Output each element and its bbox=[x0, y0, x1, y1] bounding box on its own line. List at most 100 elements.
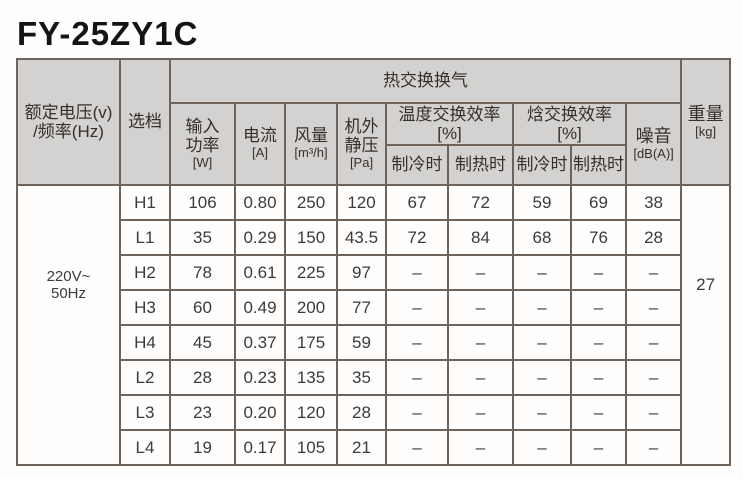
cell-enth-cool: 59 bbox=[512, 184, 572, 221]
table-row: H3 60 0.49 200 77 – – – – – bbox=[17, 289, 730, 326]
cell-enth-cool: – bbox=[512, 254, 572, 291]
cell-power: 28 bbox=[169, 359, 236, 396]
cell-temp-heat: – bbox=[447, 429, 514, 466]
cell-current: 0.49 bbox=[234, 289, 286, 326]
cell-gear: H1 bbox=[119, 184, 171, 221]
cell-noise: – bbox=[624, 254, 683, 291]
cell-pressure: 28 bbox=[336, 394, 387, 431]
cell-airflow: 120 bbox=[284, 394, 338, 431]
cell-airflow: 250 bbox=[284, 184, 338, 221]
cell-current: 0.17 bbox=[234, 429, 286, 466]
header-group-heat-exchange: 热交换换气 bbox=[168, 58, 683, 104]
cell-gear: L1 bbox=[119, 219, 171, 256]
header-current: 电流 [A] bbox=[234, 102, 286, 186]
cell-enth-heat: – bbox=[570, 324, 627, 361]
cell-pressure: 59 bbox=[336, 324, 387, 361]
cell-airflow: 175 bbox=[284, 324, 338, 361]
cell-power: 60 bbox=[169, 289, 236, 326]
cell-enth-heat: – bbox=[570, 289, 627, 326]
cell-gear: H2 bbox=[119, 254, 171, 291]
header-input-power-line1: 输入 bbox=[185, 116, 220, 136]
cell-temp-cool: – bbox=[385, 429, 449, 466]
header-current-unit: [A] bbox=[252, 145, 268, 161]
table-row: L1 35 0.29 150 43.5 72 84 68 76 28 bbox=[17, 219, 730, 256]
cell-enth-cool: – bbox=[512, 394, 572, 431]
cell-gear: L2 bbox=[119, 359, 171, 396]
table-row: H2 78 0.61 225 97 – – – – – bbox=[17, 254, 730, 291]
cell-pressure: 21 bbox=[336, 429, 387, 466]
cell-airflow: 105 bbox=[284, 429, 338, 466]
cell-enth-cool: – bbox=[512, 289, 572, 326]
cell-power: 45 bbox=[169, 324, 236, 361]
cell-enth-cool: 68 bbox=[512, 219, 572, 256]
cell-noise: – bbox=[624, 359, 683, 396]
header-temp-heating: 制热时 bbox=[447, 144, 514, 186]
cell-weight-value: 27 bbox=[680, 184, 732, 466]
header-voltage-line1: 额定电压(v) bbox=[24, 102, 113, 122]
header-voltage-line2: /频率(Hz) bbox=[33, 122, 104, 141]
cell-noise: – bbox=[624, 394, 683, 431]
cell-power: 23 bbox=[169, 394, 236, 431]
cell-temp-cool: 67 bbox=[385, 184, 449, 221]
cell-enth-cool: – bbox=[512, 429, 572, 466]
cell-temp-cool: – bbox=[385, 359, 449, 396]
header-static-pressure-unit: [Pa] bbox=[349, 154, 374, 170]
cell-enth-cool: – bbox=[512, 359, 572, 396]
cell-gear: H3 bbox=[119, 289, 171, 326]
header-voltage-frequency: 额定电压(v) /频率(Hz) bbox=[16, 58, 121, 186]
cell-noise: – bbox=[624, 429, 683, 466]
cell-noise: 28 bbox=[624, 219, 683, 256]
cell-temp-cool: 72 bbox=[385, 219, 449, 256]
cell-enth-heat: – bbox=[570, 394, 627, 431]
header-noise: 噪音 [dB(A)] bbox=[624, 102, 683, 186]
cell-pressure: 97 bbox=[336, 254, 387, 291]
cell-airflow: 200 bbox=[284, 289, 338, 326]
cell-temp-heat: – bbox=[447, 359, 514, 396]
header-input-power-unit: [W] bbox=[192, 154, 213, 170]
cell-power: 19 bbox=[169, 429, 236, 466]
cell-airflow: 150 bbox=[284, 219, 338, 256]
cell-temp-cool: – bbox=[385, 394, 449, 431]
cell-temp-heat: – bbox=[447, 324, 514, 361]
header-weight: 重量 [kg] bbox=[680, 58, 732, 186]
cell-noise: 38 bbox=[624, 184, 683, 221]
cell-temp-heat: – bbox=[447, 394, 514, 431]
header-weight-name: 重量 bbox=[687, 103, 724, 124]
cell-airflow: 225 bbox=[284, 254, 338, 291]
cell-current: 0.61 bbox=[234, 254, 286, 291]
cell-power: 106 bbox=[169, 184, 236, 221]
table-row: L2 28 0.23 135 35 – – – – – bbox=[17, 359, 730, 396]
page-title: FY-25ZY1C bbox=[17, 15, 199, 52]
cell-pressure: 35 bbox=[336, 359, 387, 396]
voltage-value-line1: 220V~ bbox=[46, 268, 91, 285]
header-row-columns: 输入 功率 [W] 电流 [A] 风量 [m³/h] 机外 静压 [Pa] 温度… bbox=[17, 102, 730, 186]
header-current-name: 电流 bbox=[243, 126, 277, 146]
table-row: L3 23 0.20 120 28 – – – – – bbox=[17, 394, 730, 431]
voltage-value-line2: 50Hz bbox=[50, 285, 87, 302]
cell-gear: L4 bbox=[119, 429, 171, 466]
cell-temp-cool: – bbox=[385, 289, 449, 326]
cell-enth-cool: – bbox=[512, 324, 572, 361]
cell-current: 0.20 bbox=[234, 394, 286, 431]
header-static-pressure: 机外 静压 [Pa] bbox=[336, 102, 387, 186]
spec-table: 额定电压(v) /频率(Hz) 选档 热交换换气 重量 [kg] 输入 功率 [… bbox=[16, 58, 732, 466]
header-enthalpy-efficiency: 焓交换效率[%] bbox=[512, 102, 627, 146]
cell-power: 35 bbox=[169, 219, 236, 256]
header-noise-unit: [dB(A)] bbox=[633, 145, 674, 161]
header-input-power-line2: 功率 bbox=[185, 135, 220, 155]
cell-current: 0.80 bbox=[234, 184, 286, 221]
cell-temp-heat: 84 bbox=[447, 219, 514, 256]
header-noise-name: 噪音 bbox=[635, 125, 672, 146]
cell-temp-heat: – bbox=[447, 289, 514, 326]
header-enthalpy-heating: 制热时 bbox=[570, 144, 627, 186]
header-input-power: 输入 功率 [W] bbox=[169, 102, 236, 186]
cell-pressure: 120 bbox=[336, 184, 387, 221]
header-row-group: 额定电压(v) /频率(Hz) 选档 热交换换气 重量 [kg] bbox=[16, 58, 732, 186]
cell-power: 78 bbox=[169, 254, 236, 291]
cell-enth-heat: – bbox=[570, 254, 627, 291]
cell-voltage-value: 220V~ 50Hz bbox=[16, 184, 121, 466]
cell-enth-heat: 69 bbox=[570, 184, 627, 221]
cell-current: 0.37 bbox=[234, 324, 286, 361]
cell-noise: – bbox=[624, 289, 683, 326]
cell-pressure: 43.5 bbox=[336, 219, 387, 256]
